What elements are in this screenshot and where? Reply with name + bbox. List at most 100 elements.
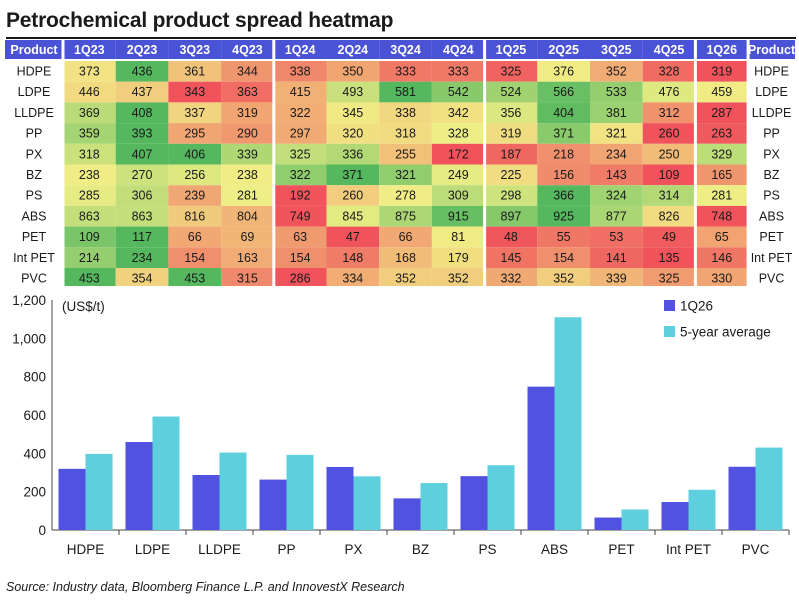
- heatmap-cell: [168, 81, 222, 103]
- heatmap-column-header: 1Q23: [74, 43, 105, 57]
- heatmap-cell: [115, 102, 169, 124]
- heatmap-cell: [590, 81, 643, 103]
- heatmap-cell: [431, 185, 485, 206]
- heatmap-cell: [273, 61, 327, 82]
- heatmap-cell: [273, 123, 327, 144]
- heatmap-cell-value: 148: [342, 251, 363, 265]
- heatmap-cell-value: 109: [79, 230, 100, 244]
- heatmap-cell: [537, 61, 590, 82]
- heatmap-row-label-right: PX: [763, 147, 780, 161]
- page-title: Petrochemical product spread heatmap: [6, 3, 796, 39]
- heatmap-cell: [63, 247, 116, 268]
- heatmap-cell-value: 66: [188, 230, 202, 244]
- heatmap-cell-value: 214: [79, 251, 100, 265]
- heatmap-cell-value: 407: [132, 147, 153, 161]
- heatmap-cell: [431, 81, 485, 103]
- heatmap-cell: [537, 81, 590, 103]
- heatmap-cell-value: 239: [184, 189, 205, 203]
- bar-5yr-average: [621, 509, 649, 530]
- bar-1q26: [259, 479, 287, 530]
- heatmap-cell: [431, 268, 485, 286]
- heatmap-cell-value: 234: [606, 147, 627, 161]
- heatmap-cell: [326, 268, 380, 286]
- heatmap-cell-value: 65: [715, 230, 729, 244]
- heatmap-cell-value: 63: [293, 230, 307, 244]
- heatmap-cell: [273, 226, 327, 248]
- heatmap-cell: [168, 185, 222, 206]
- heatmap-cell: [168, 143, 222, 165]
- heatmap-cell-value: 352: [553, 272, 574, 286]
- heatmap-column-header: 2Q24: [338, 43, 369, 57]
- heatmap-cell-value: 816: [184, 209, 205, 223]
- heatmap-cell-value: 453: [79, 272, 100, 286]
- heatmap-cell: [484, 247, 538, 268]
- heatmap-cell-value: 322: [290, 168, 311, 182]
- heatmap-header-cell: [537, 40, 590, 59]
- heatmap-cell: [115, 185, 169, 206]
- heatmap-row-label: PP: [26, 127, 43, 141]
- heatmap-cell: [221, 205, 274, 227]
- heatmap-cell-value: 297: [290, 127, 311, 141]
- bar-5yr-average: [286, 454, 314, 530]
- heatmap-cell-value: 356: [501, 106, 522, 120]
- heatmap-cell: [168, 61, 222, 82]
- heatmap-cell: [537, 268, 590, 286]
- heatmap-cell: [168, 247, 222, 268]
- heatmap-block-divider: [483, 40, 487, 286]
- heatmap-cell-value: 172: [448, 147, 469, 161]
- heatmap-block-divider: [746, 40, 750, 286]
- heatmap-column-header: 3Q23: [179, 43, 210, 57]
- heatmap-cell-value: 314: [659, 189, 680, 203]
- heatmap-cell-value: 290: [237, 127, 258, 141]
- bar-1q26: [393, 498, 421, 530]
- heatmap-cell: [379, 164, 432, 186]
- legend-swatch: [664, 326, 675, 337]
- heatmap-cell-value: 319: [711, 65, 732, 79]
- y-tick-label: 400: [23, 446, 46, 461]
- heatmap-cell-value: 369: [79, 106, 100, 120]
- heatmap-column-header: 3Q25: [601, 43, 632, 57]
- heatmap-cell-value: 218: [553, 147, 574, 161]
- heatmap-cell-value: 393: [132, 127, 153, 141]
- heatmap-cell: [326, 185, 380, 206]
- heatmap-cell-value: 69: [240, 230, 254, 244]
- bar-1q26: [192, 474, 220, 530]
- heatmap-row-label: PVC: [21, 272, 47, 286]
- x-tick-label: LLDPE: [198, 542, 241, 557]
- heatmap-cell-value: 156: [553, 168, 574, 182]
- heatmap-column-header: 2Q25: [548, 43, 579, 57]
- heatmap-cell: [168, 164, 222, 186]
- heatmap-cell-value: 363: [237, 85, 258, 99]
- heatmap-cell: [379, 247, 432, 268]
- heatmap-cell: [326, 226, 380, 248]
- heatmap-cell: [642, 185, 696, 206]
- heatmap-cell: [221, 185, 274, 206]
- heatmap-cell: [115, 268, 169, 286]
- heatmap-cell: [590, 102, 643, 124]
- heatmap-cell: [484, 268, 538, 286]
- heatmap-cell-value: 352: [606, 65, 627, 79]
- heatmap-cell: [63, 81, 116, 103]
- heatmap-cell-value: 192: [290, 189, 311, 203]
- heatmap-cell: [642, 81, 696, 103]
- heatmap-header-cell: [695, 40, 749, 59]
- heatmap-cell: [273, 185, 327, 206]
- heatmap-cell: [168, 123, 222, 144]
- heatmap-cell-value: 146: [711, 251, 732, 265]
- heatmap-cell: [484, 123, 538, 144]
- heatmap-cell-value: 260: [659, 127, 680, 141]
- y-axis-label: (US$/t): [62, 299, 105, 314]
- heatmap-cell: [431, 61, 485, 82]
- heatmap-header-cell: [221, 40, 274, 59]
- source-note: Source: Industry data, Bloomberg Finance…: [6, 580, 405, 594]
- heatmap-row-label-right: PET: [759, 230, 784, 244]
- heatmap-cell-value: 163: [237, 251, 258, 265]
- heatmap-cell-value: 325: [501, 65, 522, 79]
- heatmap-cell: [537, 205, 590, 227]
- heatmap-cell-value: 524: [501, 85, 522, 99]
- heatmap-cell-value: 281: [711, 189, 732, 203]
- heatmap-cell: [484, 226, 538, 248]
- heatmap-cell: [221, 102, 274, 124]
- heatmap-cell: [590, 143, 643, 165]
- heatmap-cell: [590, 268, 643, 286]
